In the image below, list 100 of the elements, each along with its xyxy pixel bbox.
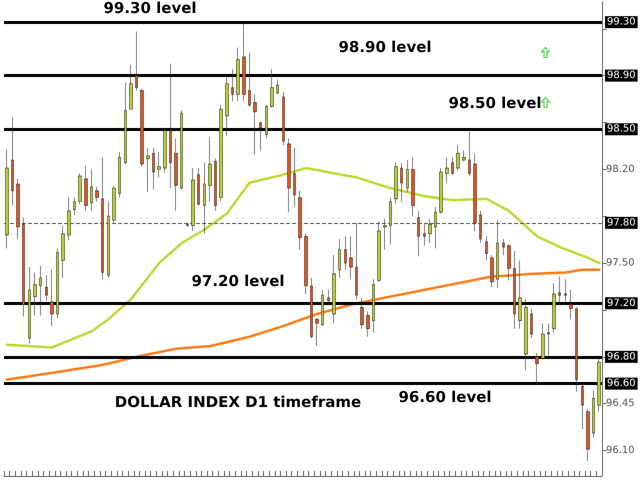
candlestick	[304, 233, 308, 294]
candlestick	[298, 190, 302, 250]
ref-line-label: 97.80	[607, 217, 636, 228]
candlestick	[468, 132, 471, 176]
candlestick	[140, 88, 144, 167]
candlestick	[552, 282, 556, 334]
candlestick	[377, 221, 381, 282]
candlestick	[11, 116, 14, 206]
candlestick	[597, 358, 601, 412]
candlestick	[157, 152, 161, 178]
candlestick	[383, 218, 387, 250]
candlestick	[456, 144, 460, 172]
annotation: 98.90 level	[338, 38, 432, 56]
candlestick	[507, 244, 511, 281]
candlestick	[242, 23, 246, 102]
candlestick	[411, 157, 415, 217]
candlestick	[107, 201, 110, 278]
candlestick	[575, 306, 578, 392]
candlestick	[84, 165, 88, 212]
candlestick	[169, 63, 172, 188]
candlestick	[5, 148, 9, 249]
candlestick	[214, 158, 217, 212]
candlestick	[282, 91, 285, 146]
candlestick	[372, 278, 375, 334]
candlestick	[558, 276, 561, 305]
candlestick	[360, 298, 364, 330]
candlestick	[39, 265, 42, 316]
candlestick	[586, 408, 590, 462]
candlestick	[197, 168, 200, 206]
candlestick	[118, 152, 121, 198]
candlestick	[248, 52, 251, 107]
candlestick	[61, 225, 65, 278]
candlestick	[513, 250, 516, 330]
ref-line-label: 99.30	[607, 16, 636, 28]
candlestick	[310, 278, 313, 338]
candlestick	[366, 311, 370, 338]
candlestick	[490, 254, 494, 288]
candlestick	[191, 168, 195, 232]
candlestick	[287, 138, 291, 213]
candlestick	[208, 136, 212, 202]
candlestick	[524, 298, 528, 371]
candlestick	[253, 94, 257, 155]
annotation: 97.20 level	[191, 272, 285, 290]
candlestick	[50, 269, 54, 326]
candlestick	[479, 210, 482, 244]
candlestick	[344, 236, 347, 270]
candlestick	[327, 290, 330, 305]
candlestick	[293, 148, 296, 208]
candlestick	[445, 157, 449, 184]
candlestick	[473, 153, 477, 232]
candlestick	[389, 197, 392, 245]
candlestick	[152, 148, 155, 190]
candlestick	[451, 157, 454, 176]
candlestick	[180, 110, 183, 190]
candlestick	[112, 185, 116, 224]
candlestick	[518, 260, 522, 330]
candlestick	[129, 64, 133, 110]
candlestick	[28, 266, 31, 344]
candlestick	[270, 68, 274, 108]
candlestick	[434, 206, 437, 249]
candlestick	[569, 290, 573, 320]
candlestick	[485, 236, 488, 261]
candlestick	[428, 218, 432, 244]
candlestick	[101, 157, 104, 280]
candlestick	[355, 222, 358, 300]
annotation: DOLLAR INDEX D1 timeframe	[114, 393, 362, 411]
candlestick	[174, 138, 178, 212]
candlestick	[496, 220, 499, 288]
y-tick-label: 97.50	[606, 258, 635, 269]
candlestick	[135, 31, 138, 91]
candlestick	[78, 173, 82, 204]
candlestick	[547, 323, 550, 356]
candlestick	[225, 76, 229, 136]
candlestick	[90, 169, 93, 212]
ref-line-label: 98.90	[607, 70, 636, 82]
candlestick	[163, 128, 167, 172]
candlestick	[16, 178, 20, 240]
candlestick	[236, 47, 240, 102]
candlestick	[259, 122, 262, 151]
candlestick	[124, 82, 127, 164]
ref-line-label: 98.50	[607, 124, 636, 135]
annotation: 99.30 level	[103, 0, 197, 17]
candlestick	[462, 150, 466, 162]
ref-line-label: 97.20	[607, 298, 636, 309]
y-tick-label: 96.45	[606, 398, 635, 410]
candlestick	[338, 238, 341, 278]
candlestick	[146, 148, 150, 192]
candlestick	[33, 272, 37, 316]
candlestick	[349, 236, 353, 280]
candlestick	[231, 68, 234, 102]
candlestick	[417, 210, 420, 257]
candlestick	[332, 254, 336, 324]
candlestick	[530, 308, 533, 338]
y-tick-label: 96.10	[606, 445, 635, 456]
candlestick	[564, 278, 567, 302]
y-tick-label: 98.20	[606, 164, 635, 175]
candlestick	[592, 390, 595, 438]
candlestick	[502, 238, 505, 256]
ref-line-label: 96.60	[607, 378, 636, 390]
line-series	[6, 268, 600, 381]
